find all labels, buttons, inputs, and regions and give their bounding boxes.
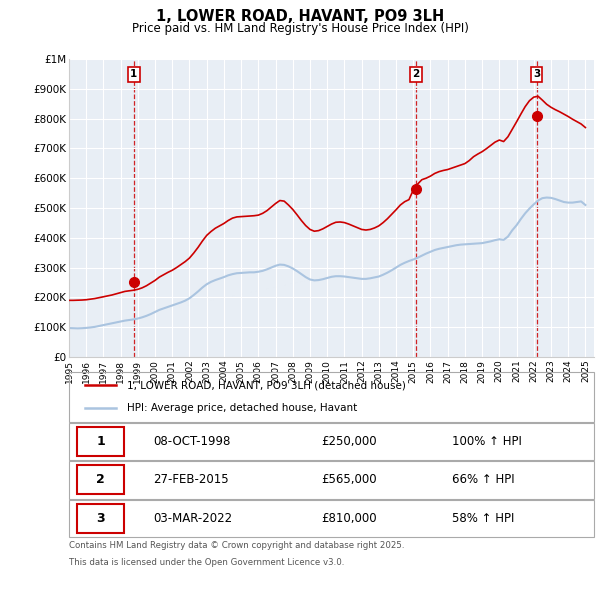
Text: HPI: Average price, detached house, Havant: HPI: Average price, detached house, Hava… <box>127 404 357 414</box>
FancyBboxPatch shape <box>77 466 124 494</box>
Text: £810,000: £810,000 <box>321 512 377 525</box>
Text: 1: 1 <box>96 435 105 448</box>
Text: 3: 3 <box>96 512 105 525</box>
Text: Price paid vs. HM Land Registry's House Price Index (HPI): Price paid vs. HM Land Registry's House … <box>131 22 469 35</box>
Text: 27-FEB-2015: 27-FEB-2015 <box>153 473 229 487</box>
Text: Contains HM Land Registry data © Crown copyright and database right 2025.: Contains HM Land Registry data © Crown c… <box>69 541 404 550</box>
Text: 100% ↑ HPI: 100% ↑ HPI <box>452 435 522 448</box>
Text: £250,000: £250,000 <box>321 435 377 448</box>
FancyBboxPatch shape <box>77 504 124 533</box>
Text: £565,000: £565,000 <box>321 473 377 487</box>
Text: This data is licensed under the Open Government Licence v3.0.: This data is licensed under the Open Gov… <box>69 558 344 566</box>
Text: 2: 2 <box>96 473 105 487</box>
Text: 1, LOWER ROAD, HAVANT, PO9 3LH: 1, LOWER ROAD, HAVANT, PO9 3LH <box>156 9 444 24</box>
Text: 58% ↑ HPI: 58% ↑ HPI <box>452 512 515 525</box>
Text: 66% ↑ HPI: 66% ↑ HPI <box>452 473 515 487</box>
FancyBboxPatch shape <box>77 427 124 456</box>
Text: 2: 2 <box>412 70 419 80</box>
Text: 1: 1 <box>130 70 137 80</box>
Text: 1, LOWER ROAD, HAVANT, PO9 3LH (detached house): 1, LOWER ROAD, HAVANT, PO9 3LH (detached… <box>127 380 406 390</box>
Text: 08-OCT-1998: 08-OCT-1998 <box>153 435 230 448</box>
Text: 3: 3 <box>533 70 541 80</box>
Text: 03-MAR-2022: 03-MAR-2022 <box>153 512 232 525</box>
